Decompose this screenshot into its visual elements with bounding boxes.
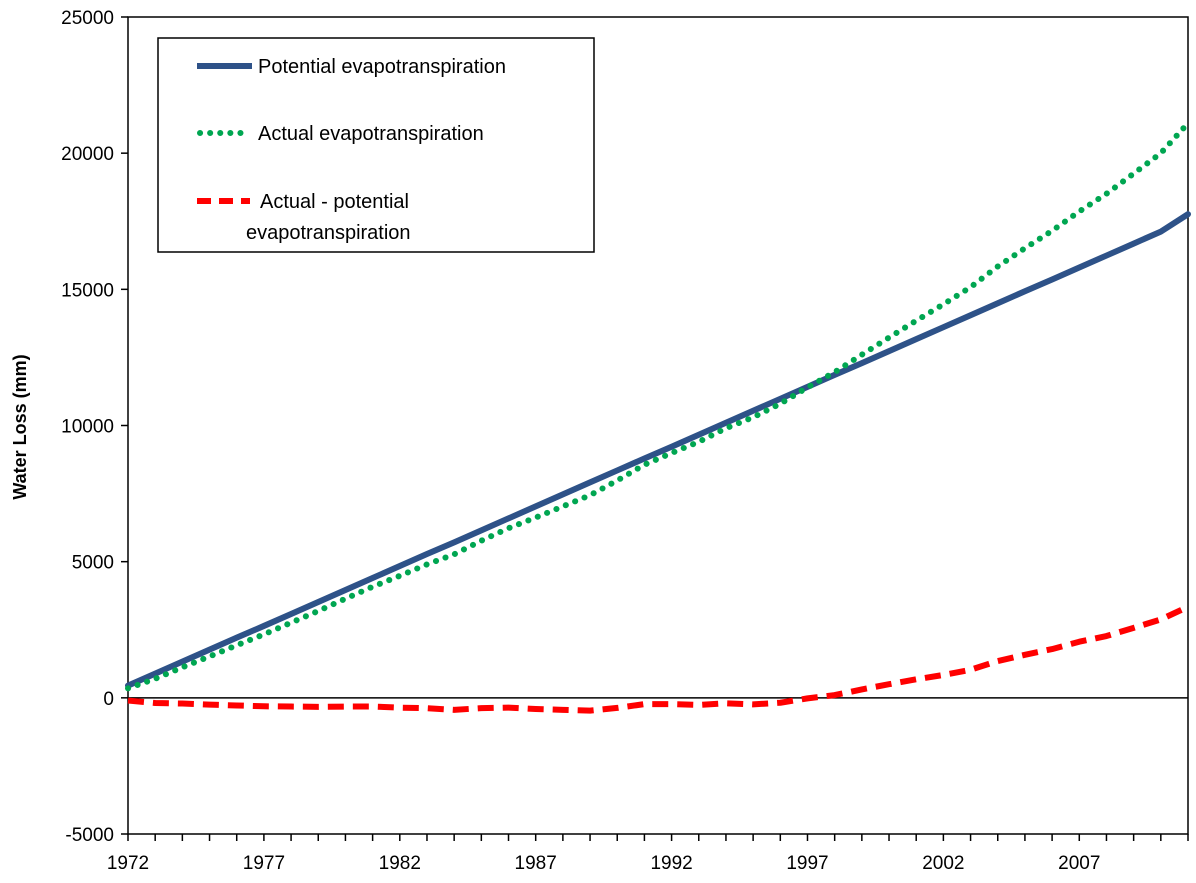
legend-label-difference-line1: Actual - potential [260,191,409,213]
x-tick-label: 1997 [786,853,828,874]
y-tick-label: 15000 [61,280,114,301]
legend-label-difference-line2: evapotranspiration [246,222,411,244]
y-tick-label: -5000 [65,825,114,846]
legend: Potential evapotranspiration Actual evap… [157,37,595,253]
x-tick-label: 1972 [107,853,149,874]
y-tick-label: 0 [103,689,114,710]
y-tick-label: 10000 [61,417,114,438]
series-line-potential [125,211,1191,689]
y-axis-title: Water Loss (mm) [10,354,30,499]
series-line-difference [127,604,1190,714]
x-tick-label: 1982 [379,853,421,874]
x-tick-label: 1992 [650,853,692,874]
legend-label-actual: Actual evapotranspiration [258,123,484,145]
axes: -5000 0 5000 10000 15000 20000 25000 1972 1977 19… [61,8,1189,874]
series-layer [125,120,1191,714]
y-tick-label: 5000 [72,553,114,574]
y-tick-label: 25000 [61,8,114,29]
legend-box [157,37,595,253]
y-tick-label: 20000 [61,144,114,165]
legend-label-potential: Potential evapotranspiration [258,56,506,78]
x-tick-label: 2002 [922,853,964,874]
series-line-actual [125,120,1191,692]
x-tick-label: 1977 [243,853,285,874]
x-tick-label: 1987 [515,853,557,874]
x-tick-label: 2007 [1058,853,1100,874]
legend-label-difference: Actual - potential evapotranspiration [246,191,415,244]
